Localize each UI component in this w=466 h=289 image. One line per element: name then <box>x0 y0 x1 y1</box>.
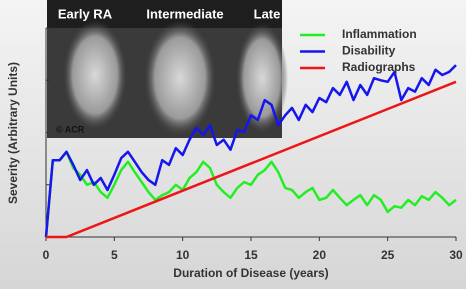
x-tick-label: 20 <box>313 248 327 262</box>
chart: Severity (Arbitrary Units) Duration of D… <box>0 0 466 289</box>
legend-label: Disability <box>342 44 396 58</box>
x-tick-label: 10 <box>176 248 190 262</box>
x-tick-label: 15 <box>244 248 258 262</box>
x-tick-label: 5 <box>111 248 118 262</box>
x-tick-label: 0 <box>43 248 50 262</box>
image-label: Late <box>254 6 281 21</box>
legend-label: Inflammation <box>342 27 417 41</box>
y-axis-label: Severity (Arbitrary Units) <box>6 62 20 204</box>
x-tick-label: 25 <box>381 248 395 262</box>
image-label: Early RA <box>58 6 113 21</box>
copyright: © ACR <box>56 124 85 134</box>
legend-label: Radiographs <box>342 60 416 74</box>
x-tick-label: 30 <box>449 248 463 262</box>
x-axis-label: Duration of Disease (years) <box>173 266 328 280</box>
image-label: Intermediate <box>146 6 223 21</box>
